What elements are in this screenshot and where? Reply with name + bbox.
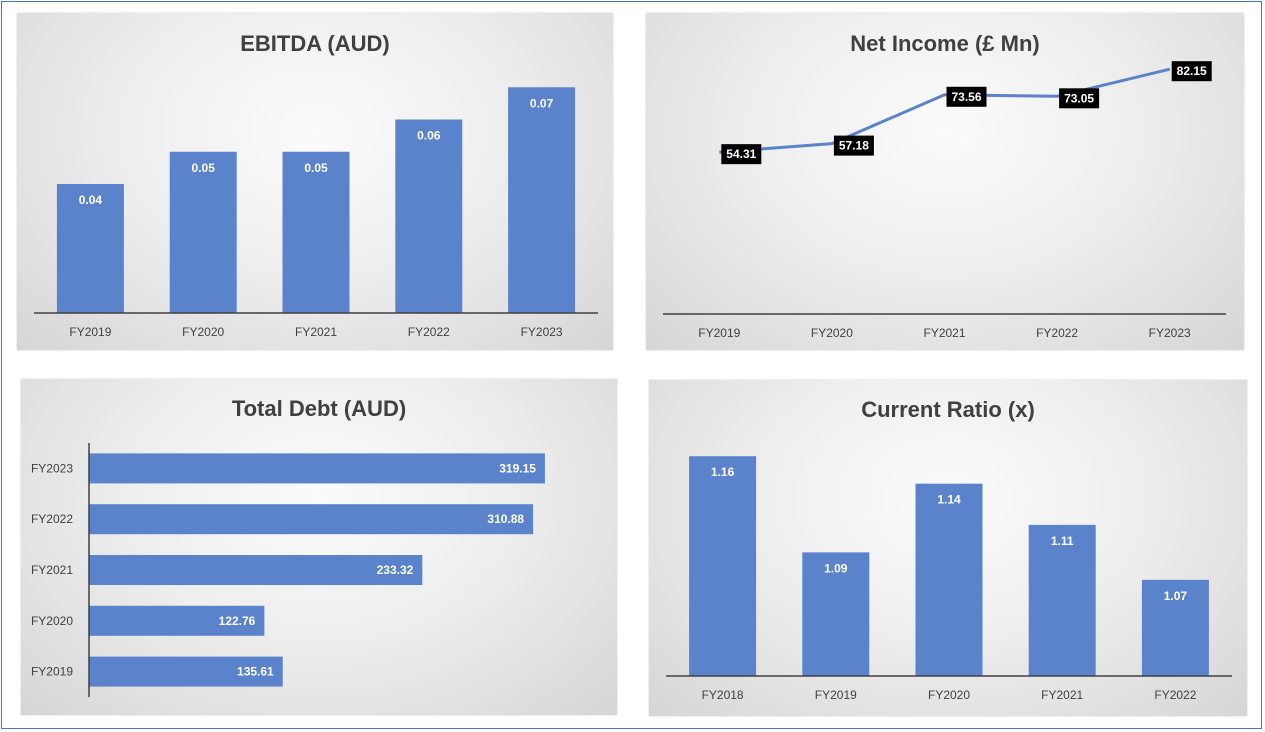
net-income-data-label: 73.05: [1064, 91, 1094, 105]
net-income-x-tick-label: FY2019: [698, 326, 740, 340]
total-debt-bar: [89, 504, 534, 535]
net-income-data-label: 54.31: [726, 147, 756, 161]
total-debt-data-label: 319.15: [499, 461, 536, 475]
ebitda-chart-title: EBITDA (AUD): [240, 31, 390, 56]
ebitda-data-label: 0.06: [417, 129, 441, 143]
ebitda-chart-panel: EBITDA (AUD) 0.04 FY2019 0.05 FY2020 0.05 FY2…: [17, 13, 613, 350]
net-income-data-label-box: [1171, 61, 1212, 82]
net-income-data-label: 73.56: [951, 90, 981, 104]
total-debt-data-label: 310.88: [487, 512, 524, 526]
current-ratio-data-label: 1.07: [1164, 589, 1188, 603]
total-debt-y-tick-label: FY2023: [31, 461, 73, 475]
ebitda-x-tick-label: FY2019: [69, 325, 111, 339]
current-ratio-bar: [802, 552, 870, 676]
current-ratio-bar: [689, 456, 757, 676]
current-ratio-data-label: 1.09: [824, 561, 848, 575]
current-ratio-bar: [1141, 579, 1209, 676]
net-income-series-line: [719, 67, 1171, 154]
current-ratio-x-tick-label: FY2020: [928, 688, 970, 702]
total-debt-chart-title: Total Debt (AUD): [232, 396, 406, 421]
total-debt-data-label: 122.76: [219, 614, 256, 628]
current-ratio-x-tick-label: FY2018: [702, 688, 744, 702]
current-ratio-chart-panel: Current Ratio (x) 1.16 FY2018 1.09 FY2019 1.…: [649, 380, 1247, 716]
current-ratio-bar: [915, 483, 983, 676]
ebitda-data-label: 0.05: [192, 161, 216, 175]
current-ratio-data-label: 1.14: [937, 493, 961, 507]
net-income-data-label-box: [1059, 88, 1100, 109]
current-ratio-bar: [1028, 524, 1096, 676]
ebitda-bar: [169, 151, 237, 313]
total-debt-bar: [89, 453, 545, 484]
current-ratio-data-label: 1.16: [711, 465, 735, 479]
current-ratio-x-tick-label: FY2022: [1154, 688, 1196, 702]
net-income-x-tick-label: FY2022: [1036, 326, 1078, 340]
total-debt-bar: [89, 605, 265, 636]
total-debt-data-label: 135.61: [237, 665, 274, 679]
net-income-chart: Net Income (£ Mn) 54.31 FY2019 57.18 FY2020…: [663, 31, 1226, 340]
ebitda-x-tick-label: FY2022: [408, 325, 450, 339]
total-debt-y-tick-label: FY2020: [31, 614, 73, 628]
ebitda-data-label: 0.07: [530, 96, 554, 110]
net-income-chart-panel: Net Income (£ Mn) 54.31 FY2019 57.18 FY2020…: [646, 13, 1244, 350]
total-debt-y-tick-label: FY2019: [31, 665, 73, 679]
net-income-data-label: 57.18: [839, 139, 869, 153]
total-debt-chart: Total Debt (AUD) 319.15 FY2023 310.88 FY202…: [31, 396, 545, 697]
ebitda-bar: [508, 87, 576, 313]
net-income-x-tick-label: FY2020: [811, 326, 853, 340]
total-debt-y-tick-label: FY2022: [31, 512, 73, 526]
ebitda-x-tick-label: FY2021: [295, 325, 337, 339]
net-income-x-tick-label: FY2023: [1149, 326, 1191, 340]
ebitda-bar: [282, 151, 350, 313]
current-ratio-chart-title: Current Ratio (x): [861, 397, 1035, 422]
current-ratio-chart: Current Ratio (x) 1.16 FY2018 1.09 FY2019 1.…: [666, 397, 1232, 702]
net-income-data-label-box: [833, 135, 874, 156]
total-debt-chart-panel: Total Debt (AUD) 319.15 FY2023 310.88 FY202…: [21, 379, 617, 715]
current-ratio-x-tick-label: FY2019: [815, 688, 857, 702]
total-debt-data-label: 233.32: [377, 563, 414, 577]
current-ratio-x-tick-label: FY2021: [1041, 688, 1083, 702]
net-income-chart-title: Net Income (£ Mn): [850, 31, 1039, 56]
total-debt-y-tick-label: FY2021: [31, 563, 73, 577]
ebitda-x-tick-label: FY2020: [182, 325, 224, 339]
ebitda-bar: [56, 184, 124, 313]
ebitda-data-label: 0.05: [304, 161, 328, 175]
total-debt-bar: [89, 555, 423, 585]
net-income-data-label-box: [721, 144, 762, 165]
ebitda-x-tick-label: FY2023: [521, 325, 563, 339]
ebitda-data-label: 0.04: [79, 193, 103, 207]
ebitda-bar: [395, 119, 463, 313]
net-income-data-label: 82.15: [1177, 64, 1207, 78]
total-debt-bar: [89, 656, 283, 687]
ebitda-chart: EBITDA (AUD) 0.04 FY2019 0.05 FY2020 0.05 FY2…: [34, 31, 598, 339]
current-ratio-data-label: 1.11: [1051, 534, 1074, 548]
net-income-data-label-box: [946, 86, 987, 107]
net-income-x-tick-label: FY2021: [923, 326, 965, 340]
